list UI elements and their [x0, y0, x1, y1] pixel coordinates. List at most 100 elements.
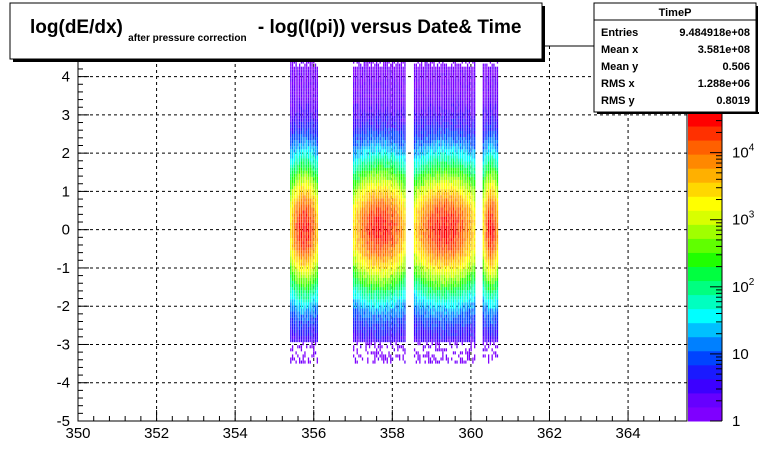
heatmap-cell — [376, 88, 378, 92]
heatmap-cell — [314, 225, 317, 229]
heatmap-cell — [363, 173, 365, 177]
heatmap-cell — [300, 127, 303, 131]
heatmap-cell — [399, 290, 401, 294]
heatmap-cell — [290, 305, 292, 309]
heatmap-cell — [299, 231, 301, 236]
heatmap-cell — [367, 213, 369, 217]
heatmap-cell — [295, 66, 297, 70]
heatmap-cell — [381, 94, 383, 98]
heatmap-cell — [293, 182, 295, 187]
heatmap-cell — [404, 332, 406, 337]
heatmap-cell — [361, 271, 364, 275]
heatmap-cell — [383, 280, 385, 285]
heatmap-cell — [360, 293, 362, 297]
heatmap-cell — [379, 268, 381, 272]
heatmap-cell — [393, 299, 395, 303]
heatmap-cell — [297, 91, 299, 95]
heatmap-cell — [391, 320, 394, 324]
heatmap-cell — [377, 287, 380, 291]
heatmap-cell — [363, 103, 365, 107]
heatmap-cell — [360, 94, 362, 98]
heatmap-cell — [360, 329, 362, 333]
heatmap-cell — [290, 241, 292, 245]
heatmap-cell — [314, 121, 317, 125]
heatmap-cell — [386, 201, 388, 205]
heatmap-cell — [309, 336, 311, 340]
heatmap-cell — [316, 81, 318, 86]
heatmap-cell — [391, 293, 394, 297]
heatmap-cell — [291, 91, 294, 95]
heatmap-cell — [381, 204, 383, 208]
heatmap-cell — [393, 182, 395, 187]
heatmap-cell — [316, 339, 318, 343]
heatmap-cell — [421, 268, 423, 272]
heatmap-cell — [316, 100, 318, 104]
heatmap-cell — [388, 225, 390, 229]
heatmap-cell — [307, 339, 310, 343]
heatmap-cell — [300, 121, 303, 125]
heatmap-cell — [372, 305, 374, 309]
heatmap-cell — [386, 152, 388, 156]
heatmap-cell — [370, 189, 372, 193]
heatmap-cell — [402, 149, 404, 153]
heatmap-cell — [372, 143, 374, 147]
heatmap-cell — [421, 238, 423, 242]
heatmap-cell — [360, 216, 362, 220]
heatmap-cell — [374, 161, 376, 165]
heatmap-cell — [309, 189, 311, 193]
heatmap-cell — [419, 287, 421, 291]
heatmap-cell — [372, 146, 374, 150]
heatmap-cell — [313, 284, 315, 288]
heatmap-cell — [311, 253, 313, 257]
heatmap-cell — [421, 311, 423, 315]
heatmap-cell — [291, 317, 294, 321]
heatmap-cell — [402, 213, 404, 217]
heatmap-cell — [393, 228, 395, 232]
heatmap-cell — [361, 137, 364, 141]
heatmap-cell — [295, 222, 297, 226]
heatmap-cell — [400, 329, 403, 333]
heatmap-cell — [354, 274, 357, 278]
heatmap-cell — [397, 97, 399, 101]
heatmap-cell — [397, 72, 399, 76]
heatmap-cell — [415, 299, 417, 303]
heatmap-cell — [381, 134, 383, 138]
heatmap-cell — [377, 179, 380, 183]
heatmap-cell — [384, 293, 387, 297]
heatmap-cell — [361, 305, 364, 309]
heatmap-cell — [363, 225, 365, 229]
heatmap-cell — [383, 124, 385, 128]
heatmap-cell — [291, 143, 294, 147]
heatmap-cell — [421, 336, 423, 340]
heatmap-cell — [297, 137, 299, 141]
heatmap-cell — [388, 137, 390, 141]
heatmap-cell — [376, 167, 378, 171]
heatmap-cell — [306, 198, 308, 202]
heatmap-cell — [388, 339, 390, 343]
heatmap-cell — [391, 94, 394, 98]
heatmap-cell — [300, 345, 303, 349]
heatmap-cell — [353, 348, 355, 352]
heatmap-cell — [421, 134, 423, 138]
heatmap-cell — [360, 299, 362, 303]
heatmap-cell — [400, 121, 403, 125]
heatmap-cell — [313, 311, 315, 315]
heatmap-cell — [297, 277, 299, 281]
heatmap-cell — [293, 271, 295, 275]
heatmap-cell — [304, 189, 306, 193]
heatmap-cell — [360, 158, 362, 162]
heatmap-cell — [304, 213, 306, 217]
heatmap-cell — [417, 250, 419, 254]
heatmap-cell — [421, 320, 423, 324]
heatmap-cell — [307, 195, 310, 199]
heatmap-cell — [386, 124, 388, 128]
heatmap-cell — [356, 296, 358, 300]
heatmap-cell — [393, 179, 395, 183]
heatmap-cell — [306, 88, 308, 92]
heatmap-cell — [393, 115, 395, 119]
heatmap-cell — [399, 314, 401, 318]
heatmap-cell — [299, 336, 301, 340]
heatmap-cell — [381, 339, 383, 343]
heatmap-cell — [367, 106, 369, 110]
heatmap-cell — [313, 91, 315, 95]
